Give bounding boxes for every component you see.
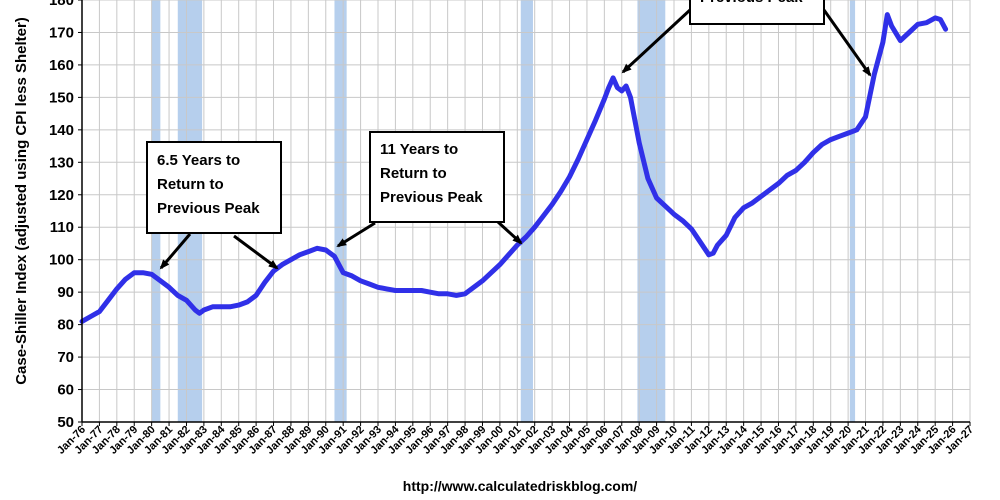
y-tick-label: 180 xyxy=(49,0,74,9)
annotation-text: Return to xyxy=(380,165,447,182)
recession-band xyxy=(334,0,347,422)
annotation-text: Return to xyxy=(157,176,224,193)
y-axis-label: Case-Shiller Index (adjusted using CPI l… xyxy=(13,17,30,385)
y-tick-label: 120 xyxy=(49,187,74,204)
annotation-text: Previous Peak xyxy=(380,189,483,206)
y-tick-label: 60 xyxy=(57,382,74,399)
annotation-callout: 11 Years to Return to Previous Peak xyxy=(369,131,505,223)
annotation-box xyxy=(369,131,505,223)
annotation-text: 6.5 Years to xyxy=(157,152,240,169)
y-tick-label: 90 xyxy=(57,284,74,301)
recession-band xyxy=(849,0,856,422)
series-layer xyxy=(79,12,949,324)
y-tick-label: 160 xyxy=(49,57,74,74)
annotation-text: 11 Years to xyxy=(380,141,458,158)
annotation-arrow xyxy=(621,8,692,74)
y-tick-label: 100 xyxy=(49,252,74,269)
annotation-arrow xyxy=(336,221,376,248)
annotation-box xyxy=(689,0,825,25)
y-tick-label: 70 xyxy=(57,349,74,366)
y-tick-label: 130 xyxy=(49,154,74,171)
annotation-arrow xyxy=(496,220,523,245)
y-tick-label: 140 xyxy=(49,122,74,139)
y-tick-label: 150 xyxy=(49,89,74,106)
source-url: http://www.calculatedriskblog.com/ xyxy=(403,478,638,494)
annotation-arrow xyxy=(159,233,192,270)
recession-band xyxy=(637,0,666,422)
annotation-text: Previous Peak xyxy=(157,200,260,217)
annotation-arrow xyxy=(233,234,279,270)
annotation-box xyxy=(146,141,282,234)
recession-band xyxy=(520,0,533,422)
annotation-text: Previous Peak xyxy=(700,0,803,6)
y-tick-label: 110 xyxy=(50,219,74,236)
y-tick-label: 170 xyxy=(49,24,74,41)
annotation-arrow xyxy=(822,9,872,77)
annotation-callout: Previous Peak xyxy=(689,0,825,25)
y-tick-label: 50 xyxy=(57,414,74,431)
y-tick-label: 80 xyxy=(57,317,74,334)
axes: 5060708090100110120130140150160170180Jan… xyxy=(49,0,976,457)
annotation-callout: 6.5 Years to Return to Previous Peak xyxy=(146,141,282,234)
series-line xyxy=(79,12,949,324)
